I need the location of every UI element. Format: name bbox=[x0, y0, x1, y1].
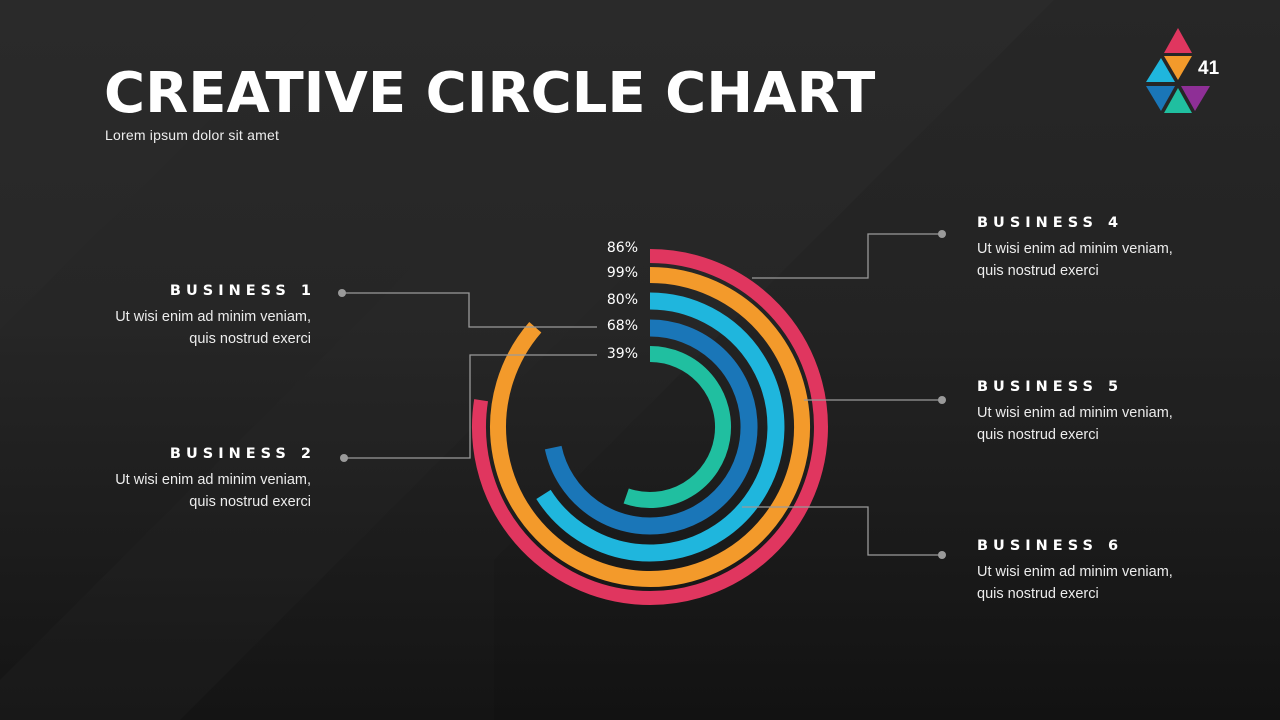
connector-business-2 bbox=[344, 354, 597, 459]
business-4-block: BUSINESS 4 Ut wisi enim ad minim veniam,… bbox=[977, 215, 1277, 282]
connector-dot-business-6 bbox=[938, 551, 946, 559]
connector-business-6 bbox=[742, 506, 942, 556]
business-5-block: BUSINESS 5 Ut wisi enim ad minim veniam,… bbox=[977, 379, 1277, 446]
arc-cyan bbox=[536, 292, 785, 562]
percent-label-orange: 99% bbox=[606, 265, 638, 281]
business-2-description: Ut wisi enim ad minim veniam, quis nostr… bbox=[115, 472, 311, 510]
business-6-title: BUSINESS 6 bbox=[977, 538, 1124, 554]
arc-red bbox=[472, 249, 828, 605]
percent-label-blue: 68% bbox=[606, 318, 638, 334]
business-1-description: Ut wisi enim ad minim veniam, quis nostr… bbox=[115, 309, 311, 347]
connector-dot-business-1 bbox=[338, 289, 346, 297]
percent-label-teal: 39% bbox=[606, 346, 638, 362]
business-5-title: BUSINESS 5 bbox=[977, 379, 1124, 395]
connector-dot-business-4 bbox=[938, 230, 946, 238]
percent-label-cyan: 80% bbox=[606, 292, 638, 308]
arc-orange bbox=[490, 267, 810, 587]
percent-label-red: 86% bbox=[606, 240, 638, 256]
connector-dot-business-5 bbox=[938, 396, 946, 404]
page-title: CREATIVE CIRCLE CHART bbox=[104, 61, 876, 126]
triangle-logo-icon bbox=[1146, 28, 1210, 113]
business-4-title: BUSINESS 4 bbox=[977, 215, 1124, 231]
business-1-block: BUSINESS 1 Ut wisi enim ad minim veniam,… bbox=[11, 283, 311, 350]
arc-teal bbox=[623, 346, 732, 508]
business-2-block: BUSINESS 2 Ut wisi enim ad minim veniam,… bbox=[11, 446, 311, 513]
page-number: 41 bbox=[1198, 58, 1220, 79]
business-6-block: BUSINESS 6 Ut wisi enim ad minim veniam,… bbox=[977, 538, 1277, 605]
arc-blue bbox=[544, 319, 758, 535]
business-6-description: Ut wisi enim ad minim veniam, quis nostr… bbox=[977, 564, 1173, 602]
connector-business-1 bbox=[342, 292, 597, 328]
business-1-title: BUSINESS 1 bbox=[169, 283, 316, 299]
page-subtitle: Lorem ipsum dolor sit amet bbox=[105, 127, 280, 143]
business-2-title: BUSINESS 2 bbox=[169, 446, 316, 462]
business-5-description: Ut wisi enim ad minim veniam, quis nostr… bbox=[977, 405, 1173, 443]
connector-dot-business-2 bbox=[340, 454, 348, 462]
connector-business-4 bbox=[752, 233, 942, 279]
business-4-description: Ut wisi enim ad minim veniam, quis nostr… bbox=[977, 241, 1173, 279]
